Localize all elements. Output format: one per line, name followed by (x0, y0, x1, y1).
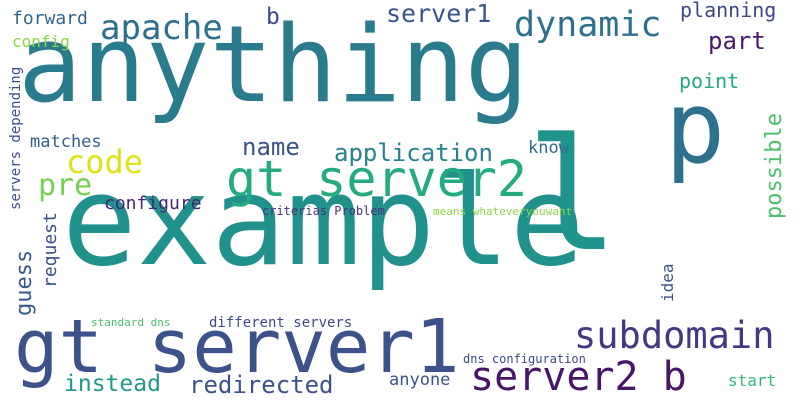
word-apache: apache (100, 8, 223, 48)
word-know: know (528, 138, 569, 158)
word-means-whatever: means whateveryouwant (433, 205, 573, 218)
word-l: l (526, 105, 620, 286)
word-servers-depending: servers depending (8, 66, 24, 210)
word-standard-dns: standard dns (91, 316, 171, 329)
word-matches: matches (30, 132, 102, 152)
word-server2-b: server2 b (470, 354, 687, 400)
word-redirected: redirected (189, 371, 334, 399)
word-p: p (665, 69, 726, 186)
word-planning: planning (680, 0, 777, 22)
word-guess: guess (12, 249, 37, 316)
word-server1: server1 (386, 0, 492, 28)
word-possible: possible (762, 113, 787, 219)
word-gt-server2: gt server2 (226, 150, 528, 208)
word-dynamic: dynamic (514, 5, 662, 45)
word-configure: configure (104, 193, 202, 214)
word-instead: instead (64, 371, 161, 397)
word-code: code (66, 143, 144, 181)
word-request: request (40, 212, 61, 288)
word-subdomain: subdomain (574, 314, 775, 357)
word-application: application (334, 139, 493, 167)
word-pre: pre (38, 168, 93, 203)
word-forward: forward (12, 8, 88, 29)
word-name: name (242, 133, 300, 161)
word-different-servers: different servers (209, 315, 353, 331)
word-part: part (708, 27, 766, 55)
word-start: start (728, 371, 777, 390)
word-idea: idea (658, 263, 677, 302)
word-gt-server1: gt server1 (14, 304, 460, 390)
word-anything: anything (18, 3, 529, 126)
word-config: config (12, 32, 70, 51)
word-dns-configuration: dns configuration (463, 352, 586, 366)
word-anyone: anyone (389, 370, 451, 390)
word-b: b (266, 4, 280, 30)
word-example: example (62, 150, 585, 294)
word-point: point (679, 69, 740, 93)
word-criterias-problem: criterias Problem (262, 204, 385, 218)
